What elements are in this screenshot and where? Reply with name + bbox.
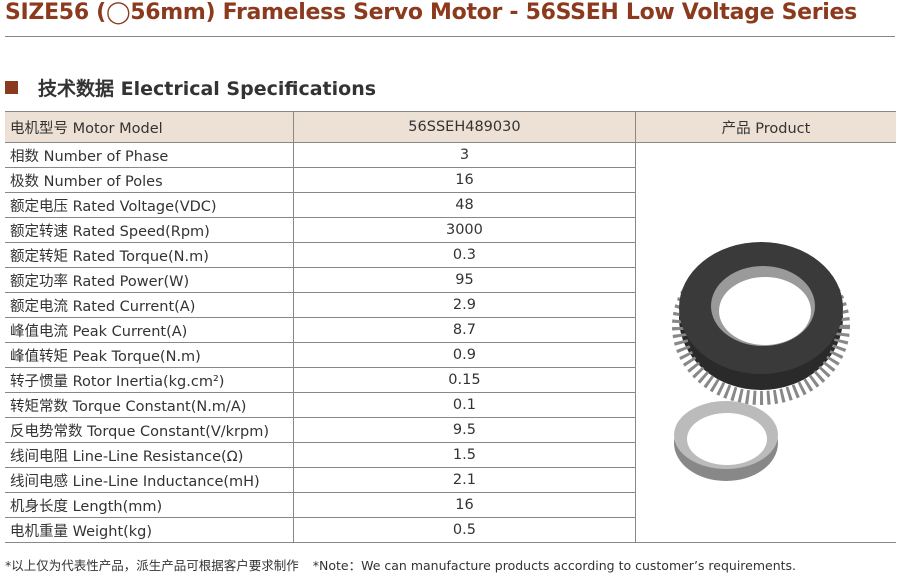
table-row: 额定转矩 Rated Torque(N.m) 0.3 — [5, 242, 896, 268]
spec-label: 额定转速 Rated Speed(Rpm) — [5, 217, 294, 243]
spec-label: 额定电压 Rated Voltage(VDC) — [5, 192, 294, 218]
footnote: *以上仅为代表性产品，派生产品可根据客户要求制作 *Note：We can man… — [5, 555, 796, 574]
table-row: 相数 Number of Phase 3 — [5, 142, 896, 543]
table-row: 额定电压 Rated Voltage(VDC) 48 — [5, 192, 896, 218]
spec-value: 8.7 — [292, 317, 636, 343]
spec-value: 0.3 — [292, 242, 636, 268]
header-label: 电机型号 Motor Model — [5, 111, 294, 143]
product-image — [672, 242, 850, 481]
spec-value: 16 — [292, 167, 636, 193]
section-heading: 技术数据 Electrical Specifications — [5, 74, 376, 101]
spec-value: 9.5 — [292, 417, 636, 443]
spec-label: 额定转矩 Rated Torque(N.m) — [5, 242, 294, 268]
spec-label: 转子惯量 Rotor Inertia(kg.cm²) — [5, 367, 294, 393]
footnote-en: *Note：We can manufacture products accord… — [312, 558, 797, 573]
spec-value: 2.1 — [292, 467, 636, 493]
spec-value: 48 — [292, 192, 636, 218]
spec-label: 峰值转矩 Peak Torque(N.m) — [5, 342, 294, 368]
header-product: 产品 Product — [635, 111, 896, 143]
square-bullet-icon — [5, 81, 18, 94]
table-row: 峰值电流 Peak Current(A) 8.7 — [5, 317, 896, 343]
table-row: 极数 Number of Poles 16 — [5, 167, 896, 193]
spec-value: 16 — [292, 492, 636, 518]
table-header-row: 电机型号 Motor Model 56SSEH489030 产品 Product — [5, 111, 896, 143]
spec-label: 线间电感 Line-Line Inductance(mH) — [5, 467, 294, 493]
table-row: 线间电感 Line-Line Inductance(mH) 2.1 — [5, 467, 896, 493]
header-value: 56SSEH489030 — [292, 111, 636, 143]
spec-value: 0.1 — [292, 392, 636, 418]
spec-value: 0.15 — [292, 367, 636, 393]
spec-label: 转矩常数 Torque Constant(N.m/A) — [5, 392, 294, 418]
spec-value: 1.5 — [292, 442, 636, 468]
spec-label: 峰值电流 Peak Current(A) — [5, 317, 294, 343]
table-row: 电机重量 Weight(kg) 0.5 — [5, 517, 896, 543]
spec-label: 反电势常数 Torque Constant(V/krpm) — [5, 417, 294, 443]
spec-label: 机身长度 Length(mm) — [5, 492, 294, 518]
spec-label: 极数 Number of Poles — [5, 167, 294, 193]
table-row: 额定电流 Rated Current(A) 2.9 — [5, 292, 896, 318]
spec-value: 3000 — [292, 217, 636, 243]
spec-value: 95 — [292, 267, 636, 293]
product-image-cell — [635, 142, 896, 543]
divider — [5, 36, 895, 37]
spec-label: 线间电阻 Line-Line Resistance(Ω) — [5, 442, 294, 468]
spec-value: 0.5 — [292, 517, 636, 543]
table-row: 额定转速 Rated Speed(Rpm) 3000 — [5, 217, 896, 243]
spec-value: 3 — [292, 142, 636, 168]
table-row: 线间电阻 Line-Line Resistance(Ω) 1.5 — [5, 442, 896, 468]
footnote-cn: *以上仅为代表性产品，派生产品可根据客户要求制作 — [5, 558, 299, 573]
spec-table: 电机型号 Motor Model 56SSEH489030 产品 Product… — [5, 111, 896, 543]
spec-value: 0.9 — [292, 342, 636, 368]
spec-label: 额定功率 Rated Power(W) — [5, 267, 294, 293]
spec-value: 2.9 — [292, 292, 636, 318]
spec-label: 额定电流 Rated Current(A) — [5, 292, 294, 318]
section-title: 技术数据 Electrical Specifications — [38, 78, 377, 100]
table-row: 额定功率 Rated Power(W) 95 — [5, 267, 896, 293]
page-title: SIZE56 (◯56mm) Frameless Servo Motor - 5… — [5, 0, 857, 25]
spec-label: 电机重量 Weight(kg) — [5, 517, 294, 543]
table-row: 转矩常数 Torque Constant(N.m/A) 0.1 — [5, 392, 896, 418]
spec-label: 相数 Number of Phase — [5, 142, 294, 168]
